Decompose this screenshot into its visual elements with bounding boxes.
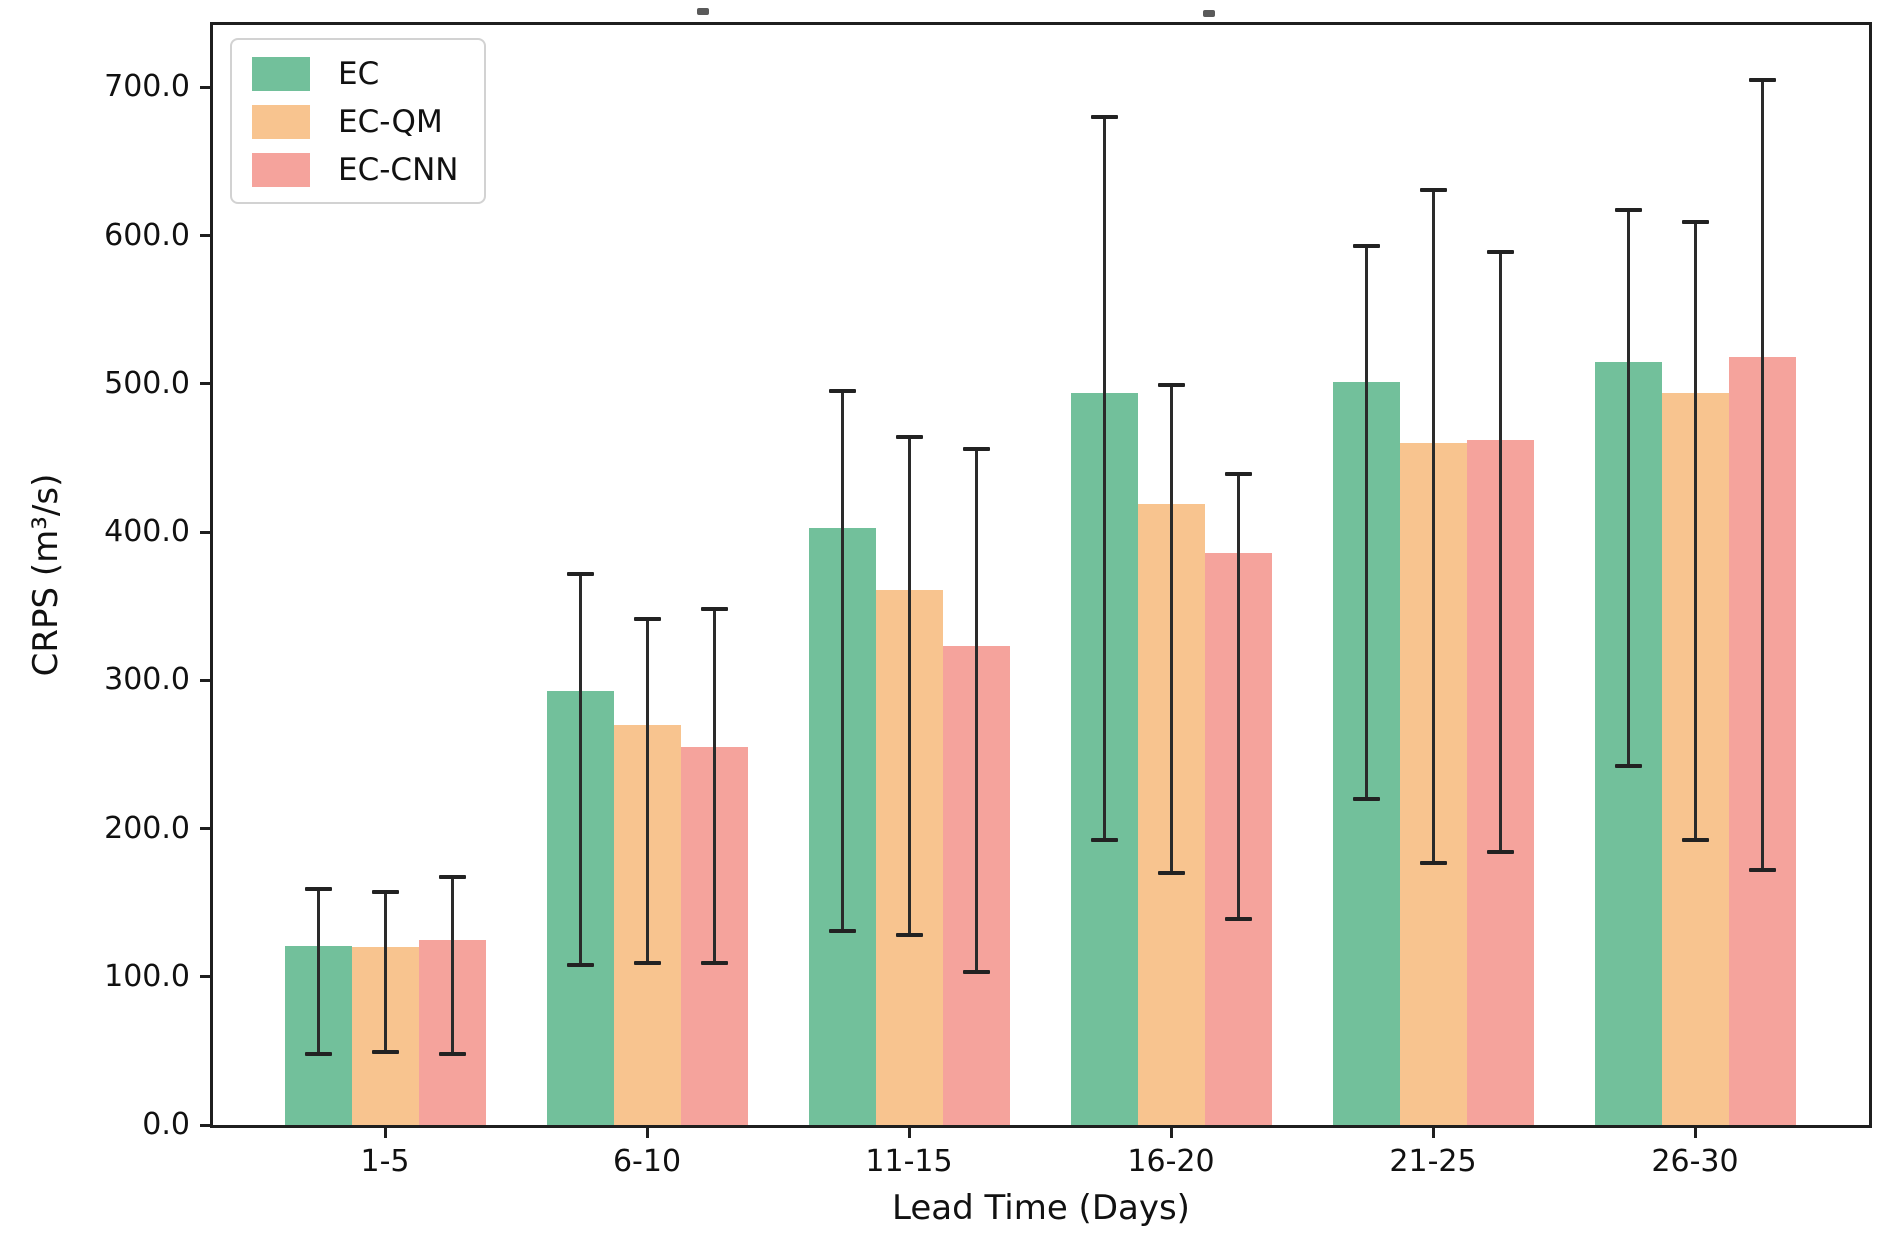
x-tick-mark bbox=[907, 1128, 911, 1138]
error-bar-cap bbox=[1614, 208, 1642, 213]
x-tick-label: 6-10 bbox=[612, 1144, 682, 1179]
y-tick-mark bbox=[200, 234, 210, 237]
error-bar-cap bbox=[1486, 850, 1514, 855]
error-bar-cap bbox=[1157, 870, 1185, 875]
error-bar-cap bbox=[895, 435, 923, 440]
legend-entry-EC-QM: EC-QM bbox=[252, 104, 458, 140]
error-bar-cap bbox=[1486, 249, 1514, 254]
x-tick-label: 26-30 bbox=[1651, 1144, 1739, 1179]
error-bar-cap bbox=[828, 928, 856, 933]
top-edge-artifact bbox=[697, 8, 709, 15]
error-bar-line bbox=[578, 573, 582, 965]
error-bar-line bbox=[450, 877, 454, 1054]
legend-swatch bbox=[252, 57, 310, 91]
y-tick-mark bbox=[200, 530, 210, 534]
error-bar-line bbox=[840, 391, 844, 931]
error-bar-cap bbox=[304, 887, 332, 892]
error-bar-line bbox=[316, 889, 320, 1054]
error-bar-cap bbox=[1157, 383, 1185, 388]
error-bar-cap bbox=[700, 961, 728, 966]
legend-label: EC-CNN bbox=[338, 152, 459, 188]
legend-swatch bbox=[252, 153, 310, 187]
error-bar-line bbox=[712, 609, 716, 964]
x-tick-mark bbox=[1169, 1128, 1173, 1138]
error-bar-cap bbox=[438, 1051, 466, 1056]
x-tick-mark bbox=[1431, 1128, 1435, 1138]
y-tick-mark bbox=[200, 975, 210, 979]
error-bar-line bbox=[383, 892, 387, 1053]
error-bar-cap bbox=[1614, 764, 1642, 769]
error-bar-cap bbox=[371, 890, 399, 895]
y-tick-label: 100.0 bbox=[104, 958, 190, 994]
error-bar-cap bbox=[1090, 838, 1118, 843]
y-tick-label: 300.0 bbox=[104, 662, 190, 698]
error-bar-line bbox=[1364, 245, 1368, 799]
error-bar-cap bbox=[371, 1050, 399, 1055]
error-bar-cap bbox=[438, 875, 466, 880]
error-bar-cap bbox=[1090, 114, 1118, 119]
error-bar-line bbox=[645, 619, 649, 964]
error-bar-cap bbox=[1352, 796, 1380, 801]
error-bar-cap bbox=[633, 617, 661, 622]
x-tick-label: 1-5 bbox=[360, 1144, 410, 1179]
plot-area: EC EC-QM EC-CNN bbox=[210, 22, 1872, 1128]
y-tick-label: 700.0 bbox=[104, 69, 190, 105]
legend-entry-EC-CNN: EC-CNN bbox=[252, 152, 458, 188]
error-bar-cap bbox=[828, 389, 856, 394]
legend-swatch bbox=[252, 105, 310, 139]
y-tick-mark bbox=[200, 1123, 210, 1127]
error-bar-cap bbox=[962, 970, 990, 975]
error-bar-cap bbox=[700, 607, 728, 612]
error-bar-line bbox=[1693, 222, 1697, 841]
error-bar-cap bbox=[895, 933, 923, 938]
error-bar-line bbox=[1498, 251, 1502, 853]
y-tick-label: 600.0 bbox=[104, 217, 190, 253]
error-bar-cap bbox=[1419, 860, 1447, 865]
error-bar-line bbox=[1169, 385, 1173, 873]
error-bar-cap bbox=[1681, 838, 1709, 843]
x-axis-label: Lead Time (Days) bbox=[892, 1188, 1190, 1228]
legend-label: EC bbox=[338, 56, 380, 92]
error-bar-line bbox=[1626, 210, 1630, 767]
y-tick-mark bbox=[200, 85, 210, 89]
error-bar-line bbox=[1760, 79, 1764, 870]
x-tick-mark bbox=[1693, 1128, 1697, 1138]
error-bar-line bbox=[1431, 189, 1435, 863]
error-bar-line bbox=[1102, 116, 1106, 841]
y-axis-label: CRPS (m³/s) bbox=[26, 473, 66, 677]
error-bar-cap bbox=[962, 446, 990, 451]
x-tick-label: 11-15 bbox=[865, 1144, 953, 1179]
error-bar-line bbox=[907, 437, 911, 936]
x-tick-mark bbox=[645, 1128, 649, 1138]
x-tick-label: 21-25 bbox=[1389, 1144, 1477, 1179]
error-bar-cap bbox=[1224, 472, 1252, 477]
error-bar-cap bbox=[1352, 243, 1380, 248]
legend: EC EC-QM EC-CNN bbox=[230, 38, 487, 204]
error-bar-cap bbox=[566, 962, 594, 967]
error-bar-cap bbox=[1681, 220, 1709, 225]
error-bar-cap bbox=[1419, 187, 1447, 192]
error-bar-line bbox=[974, 448, 978, 973]
legend-label: EC-QM bbox=[338, 104, 443, 140]
y-tick-mark bbox=[200, 678, 210, 682]
legend-entry-EC: EC bbox=[252, 56, 458, 92]
error-bar-cap bbox=[1224, 916, 1252, 921]
error-bar-cap bbox=[304, 1051, 332, 1056]
error-bar-line bbox=[1236, 474, 1240, 919]
y-tick-label: 400.0 bbox=[104, 514, 190, 549]
x-tick-label: 16-20 bbox=[1127, 1144, 1215, 1179]
y-tick-label: 500.0 bbox=[104, 365, 190, 401]
top-edge-artifact bbox=[1203, 10, 1215, 17]
error-bar-cap bbox=[633, 961, 661, 966]
error-bar-cap bbox=[566, 571, 594, 576]
y-tick-mark bbox=[200, 382, 210, 386]
error-bar-cap bbox=[1748, 77, 1776, 82]
y-tick-label: 0.0 bbox=[142, 1107, 190, 1142]
y-tick-mark bbox=[200, 827, 210, 830]
x-tick-mark bbox=[383, 1128, 387, 1138]
error-bar-cap bbox=[1748, 868, 1776, 872]
y-tick-label: 200.0 bbox=[104, 810, 190, 846]
